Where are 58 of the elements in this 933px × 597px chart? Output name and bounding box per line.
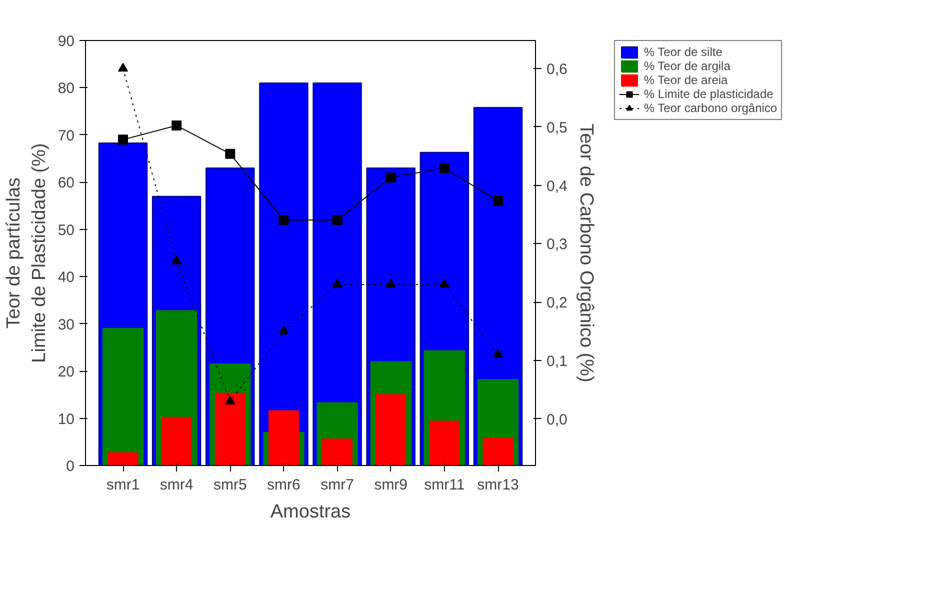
point <box>493 196 503 206</box>
point <box>278 214 289 225</box>
x-axis-title: Amostras <box>270 502 351 522</box>
y-tick-label: 30 <box>58 316 75 334</box>
bar <box>482 438 514 466</box>
y2-axis-title: Teor de Carbono Orgânico (%) <box>575 124 596 382</box>
legend-label: % Teor de argila <box>644 59 730 73</box>
point <box>225 148 236 159</box>
legend-label: % Teor de areia <box>644 73 728 87</box>
y-tick-label: 40 <box>58 269 75 286</box>
point <box>172 120 182 130</box>
point <box>493 348 503 358</box>
y2-tick-label: 0,4 <box>546 178 568 195</box>
y2-tick-label: 0,1 <box>546 352 568 370</box>
y2-tick-label: 0,5 <box>546 119 568 136</box>
y-axis-title: Teor de partículas Limite de Plasticidade (%) <box>4 143 50 363</box>
y2-tick-label: 0,0 <box>546 411 568 428</box>
bar <box>268 410 299 466</box>
legend-label: % Teor de silte <box>644 45 722 59</box>
point <box>118 134 128 145</box>
y-tick-label: 70 <box>58 127 75 144</box>
bar <box>322 438 353 466</box>
point <box>118 62 128 72</box>
bar <box>108 452 138 466</box>
y-tick-label: 60 <box>58 174 75 192</box>
x-tick-label: smr9 <box>374 476 408 494</box>
x-tick-label: smr11 <box>424 476 465 494</box>
x-tick-label: smr6 <box>267 476 300 494</box>
bar <box>102 328 144 466</box>
legend-label: % Teor carbono orgânico <box>644 101 778 115</box>
y-tick-label: 0 <box>66 458 74 475</box>
point <box>225 396 236 404</box>
y-tick-label: 50 <box>58 222 75 239</box>
bar <box>214 392 246 466</box>
point <box>386 172 396 182</box>
y-tick-label: 90 <box>58 33 75 50</box>
bar <box>429 420 460 466</box>
y2-tick-label: 0,3 <box>546 236 568 254</box>
x-tick-label: smr5 <box>213 476 247 494</box>
y-tick-label: 20 <box>58 364 75 381</box>
x-tick-label: smr4 <box>160 476 194 494</box>
legend-label: % Limite de plasticidade <box>644 87 774 101</box>
y-tick-label: 80 <box>58 80 75 98</box>
point <box>332 214 342 225</box>
y2-tick-label: 0,2 <box>546 294 568 312</box>
bar <box>376 394 406 466</box>
x-tick-label: smr13 <box>477 476 519 494</box>
point <box>439 163 450 173</box>
point <box>332 278 342 288</box>
bar <box>161 416 192 466</box>
point <box>386 278 396 288</box>
y2-tick-label: 0,6 <box>546 61 568 78</box>
x-tick-label: smr1 <box>106 476 140 494</box>
point <box>439 278 450 288</box>
y-tick-label: 10 <box>58 410 75 428</box>
x-tick-label: smr7 <box>320 476 354 494</box>
point <box>172 255 182 264</box>
point <box>278 326 289 334</box>
